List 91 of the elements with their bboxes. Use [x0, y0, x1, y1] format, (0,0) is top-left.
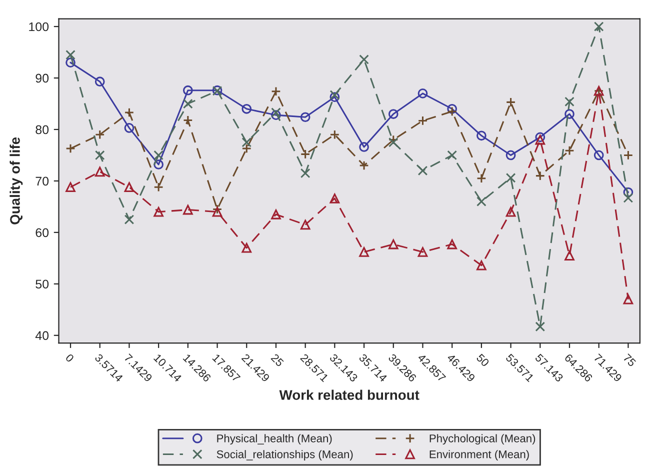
x-tick-label: 0: [65, 353, 74, 363]
point: [447, 150, 458, 160]
point: [242, 144, 252, 154]
point: [418, 166, 428, 176]
y-tick-label: 60: [36, 228, 49, 238]
legend-label: Physical_health (Mean): [217, 434, 332, 445]
point: [564, 250, 574, 261]
y-tick-label: 70: [36, 176, 49, 186]
point: [564, 146, 574, 156]
point: [418, 116, 428, 126]
point: [535, 132, 546, 142]
point: [66, 50, 76, 60]
point: [124, 123, 134, 133]
point: [94, 150, 105, 160]
point: [66, 182, 76, 192]
legend-label: Phychological (Mean): [430, 434, 536, 445]
point: [506, 150, 516, 160]
point: [476, 173, 486, 184]
point: [388, 109, 398, 119]
point: [594, 22, 604, 32]
x-tick-label: 25: [270, 353, 284, 368]
point: [66, 58, 76, 68]
point: [476, 260, 486, 270]
point: [124, 108, 134, 118]
point: [154, 182, 164, 192]
point: [330, 130, 340, 140]
y-tick-label: 80: [36, 125, 49, 134]
point: [535, 170, 546, 181]
point: [300, 112, 310, 122]
point: [182, 85, 193, 96]
point: [506, 206, 516, 217]
point: [418, 88, 428, 98]
point: [388, 134, 398, 145]
point: [154, 160, 164, 170]
point: [623, 294, 634, 304]
y-tick-label: 50: [36, 280, 49, 289]
y-axis-title: Quality of life: [10, 137, 23, 224]
point: [271, 110, 281, 120]
point: [94, 130, 105, 140]
point: [242, 137, 252, 148]
point: [212, 204, 222, 214]
point: [94, 166, 105, 177]
point: [300, 168, 310, 178]
point: [330, 194, 340, 204]
x-tick-label: 75: [622, 354, 636, 368]
y-tick-label: 40: [35, 331, 49, 340]
point: [506, 97, 516, 108]
point: [124, 214, 134, 224]
point: [242, 242, 252, 253]
point: [359, 247, 369, 257]
point: [418, 247, 428, 257]
point: [359, 142, 369, 152]
x-axis-title: Work related burnout: [279, 390, 420, 400]
point: [388, 137, 398, 148]
x-tick-label: 50: [476, 353, 490, 368]
point: [388, 239, 398, 250]
point: [271, 108, 281, 118]
point: [300, 220, 310, 230]
point: [359, 54, 369, 64]
point: [623, 187, 634, 198]
point: [535, 322, 546, 332]
point: [359, 160, 369, 170]
point: [300, 149, 310, 160]
point: [182, 204, 193, 215]
point: [623, 193, 634, 203]
point: [182, 98, 193, 109]
point: [94, 76, 105, 87]
point: [535, 134, 546, 145]
point: [124, 182, 134, 192]
point: [182, 115, 193, 126]
point: [271, 209, 281, 220]
point: [506, 172, 516, 183]
legend-label: Social_relationships (Mean): [216, 450, 353, 460]
point: [66, 144, 76, 154]
point: [564, 96, 574, 107]
point: [623, 150, 634, 160]
point: [447, 239, 458, 250]
point: [447, 106, 458, 116]
point: [154, 206, 164, 217]
point: [594, 150, 604, 160]
point: [476, 130, 486, 141]
y-tick-label: 90: [36, 74, 49, 83]
point: [242, 104, 252, 114]
point: [476, 196, 486, 206]
legend-label: Environment (Mean): [430, 450, 529, 460]
point: [271, 86, 281, 96]
point: [154, 150, 164, 160]
point: [447, 104, 458, 114]
y-tick-label: 100: [29, 22, 49, 32]
point: [564, 109, 574, 119]
point: [212, 206, 222, 217]
